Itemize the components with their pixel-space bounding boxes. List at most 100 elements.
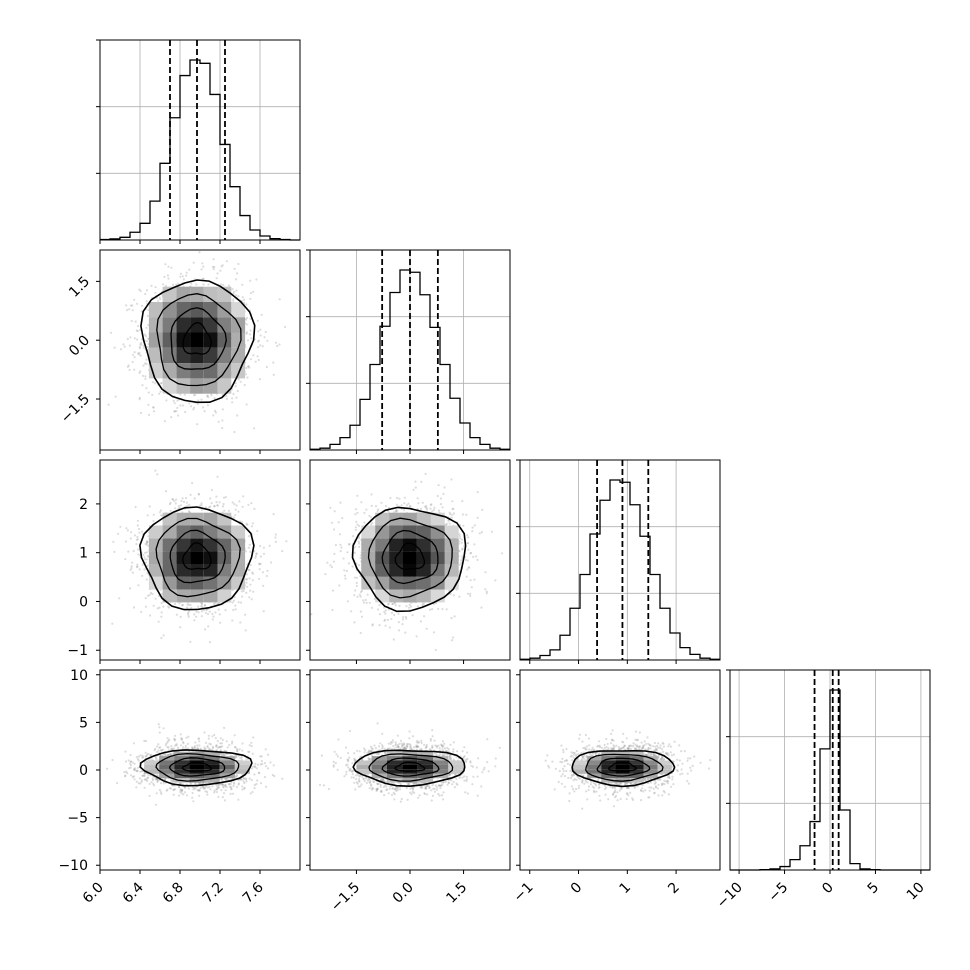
scatter-point (129, 537, 132, 540)
scatter-point (234, 508, 237, 511)
density-cell (231, 347, 246, 364)
scatter-point (370, 523, 373, 526)
scatter-point (450, 617, 453, 620)
scatter-point (339, 501, 342, 504)
scatter-point (246, 339, 250, 342)
scatter-point (370, 493, 373, 496)
scatter-point (152, 406, 155, 409)
scatter-point (425, 508, 429, 511)
scatter-point (240, 590, 243, 593)
scatter-point (210, 502, 213, 505)
scatter-point (245, 323, 248, 326)
scatter-point (175, 283, 178, 286)
scatter-point (122, 343, 125, 346)
scatter-point (419, 620, 422, 623)
scatter-point (170, 416, 173, 419)
scatter-point (243, 298, 246, 301)
scatter-point (462, 524, 465, 527)
scatter-point (264, 330, 267, 334)
scatter-point (241, 296, 244, 299)
histogram-step-line (520, 479, 720, 660)
scatter-point (145, 578, 148, 581)
scatter-point (370, 504, 373, 507)
scatter-point (144, 375, 147, 378)
scatter-point (257, 340, 260, 343)
scatter-point (166, 274, 169, 277)
scatter-point (218, 501, 221, 504)
scatter-point (136, 338, 139, 341)
scatter-point (368, 514, 371, 517)
scatter-point (272, 513, 275, 516)
scatter-point (152, 519, 155, 523)
scatter-point (179, 615, 182, 619)
scatter-point (249, 589, 252, 592)
scatter-point (117, 532, 120, 535)
scatter-point (248, 366, 251, 369)
scatter-point (211, 618, 214, 621)
scatter-point (158, 296, 161, 299)
scatter-point (480, 531, 483, 534)
scatter-point (133, 534, 137, 537)
scatter-point (225, 397, 228, 400)
scatter-point (221, 419, 224, 422)
scatter-point (128, 344, 131, 347)
scatter-point (465, 513, 468, 516)
scatter-point (460, 541, 463, 544)
scatter-point (131, 309, 134, 312)
scatter-point (206, 394, 209, 397)
density-cell (162, 332, 177, 348)
scatter-point (259, 562, 262, 565)
scatter-point (217, 608, 220, 611)
scatter-point (138, 347, 141, 350)
scatter-point (368, 601, 371, 604)
scatter-point (181, 497, 184, 500)
scatter-point (148, 593, 151, 596)
scatter-point (216, 475, 219, 478)
scatter-point (149, 614, 152, 617)
histogram-step-line (100, 59, 300, 241)
scatter-point (185, 501, 188, 504)
scatter-point (188, 402, 191, 405)
scatter-point (249, 279, 252, 282)
scatter-point (330, 566, 333, 569)
density-cell (190, 551, 204, 564)
scatter-point (259, 328, 262, 331)
scatter-point (212, 258, 215, 261)
scatter-point (250, 525, 253, 528)
scatter-point (127, 364, 130, 367)
scatter-point (179, 275, 182, 278)
density-cell (203, 363, 218, 379)
scatter-point (358, 593, 361, 596)
scatter-point (257, 339, 260, 342)
scatter-point (334, 544, 337, 547)
scatter-point (248, 543, 251, 546)
scatter-point (207, 396, 210, 399)
scatter-point (261, 345, 264, 348)
scatter-point (344, 577, 347, 580)
scatter-point (452, 512, 456, 515)
scatter-point (421, 501, 424, 504)
scatter-point (384, 624, 387, 627)
scatter-point (223, 509, 226, 512)
scatter-point (384, 504, 387, 508)
scatter-point (232, 292, 235, 295)
scatter-point (405, 504, 408, 507)
scatter-point (160, 381, 163, 385)
scatter-point (245, 331, 248, 334)
scatter-point (240, 601, 243, 604)
scatter-point (195, 283, 198, 286)
scatter-point (135, 329, 138, 332)
scatter-point (129, 336, 132, 339)
scatter-point (158, 392, 161, 395)
scatter-point (476, 516, 479, 520)
scatter-point (333, 528, 336, 531)
scatter-point (145, 387, 148, 390)
density-cell (162, 564, 177, 577)
scatter-point (133, 298, 136, 301)
scatter-point (353, 621, 356, 624)
scatter-point (241, 283, 244, 286)
scatter-point (144, 292, 147, 296)
scatter-point (173, 410, 176, 413)
scatter-point (203, 604, 207, 607)
scatter-point (145, 289, 149, 292)
